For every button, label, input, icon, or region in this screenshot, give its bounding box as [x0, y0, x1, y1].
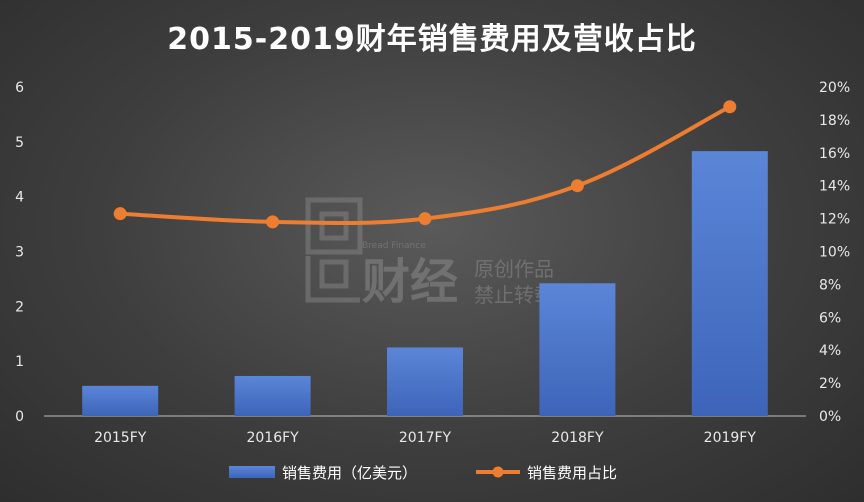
- legend-label-line: 销售费用占比: [527, 464, 617, 482]
- x-tick-label: 2018FY: [551, 430, 604, 446]
- y-right-tick-label: 6%: [819, 310, 841, 326]
- bar-series: [82, 151, 768, 416]
- y-left-tick-label: 6: [15, 80, 24, 96]
- watermark-brand-en: Bread Finance: [362, 241, 426, 251]
- y-right-tick-label: 16%: [819, 146, 850, 162]
- watermark-brand-cn: 财经: [362, 254, 458, 310]
- y-left-tick-label: 4: [15, 190, 24, 206]
- line-point: [723, 100, 737, 114]
- x-tick-label: 2019FY: [704, 430, 757, 446]
- bar: [82, 385, 159, 416]
- legend-label-bar: 销售费用（亿美元）: [282, 464, 417, 482]
- axes: 0 1 2 3 4 5 6 0% 2% 4% 6% 8% 10% 12% 14% 16% 18% 20% 2015F…: [15, 80, 850, 446]
- bar: [387, 347, 463, 416]
- line-point: [570, 179, 584, 193]
- legend: 销售费用（亿美元） 销售费用占比: [229, 464, 617, 482]
- y-right-tick-label: 4%: [819, 343, 841, 359]
- x-tick-label: 2017FY: [399, 430, 452, 446]
- y-right-tick-label: 8%: [819, 277, 841, 293]
- y-left-tick-label: 2: [15, 299, 24, 315]
- y-left-tick-label: 5: [15, 135, 24, 151]
- y-right-tick-label: 12%: [819, 212, 850, 228]
- series-line: [118, 104, 732, 226]
- bar: [539, 283, 616, 416]
- bar: [691, 151, 768, 416]
- legend-swatch-marker: [492, 466, 504, 478]
- y-left-tick-label: 1: [15, 354, 24, 370]
- legend-swatch-bar: [229, 466, 275, 478]
- watermark-line-1: 原创作品: [474, 257, 554, 281]
- line-point: [113, 207, 127, 221]
- y-right-tick-label: 14%: [819, 179, 850, 195]
- y-right-tick-label: 10%: [819, 245, 850, 261]
- watermark-logo-icon: [305, 197, 363, 303]
- y-right-tick-label: 2%: [819, 376, 841, 392]
- line-series: [113, 100, 737, 229]
- watermark: Bread Finance 财经 原创作品 禁止转载: [305, 197, 554, 310]
- chart-title: 2015-2019财年销售费用及营收占比: [167, 22, 697, 57]
- y-left-tick-label: 3: [15, 245, 24, 261]
- y-right-tick-label: 20%: [819, 80, 850, 96]
- bar: [234, 375, 311, 416]
- x-tick-label: 2016FY: [246, 430, 299, 446]
- y-right-tick-label: 0%: [819, 409, 841, 425]
- x-tick-label: 2015FY: [94, 430, 147, 446]
- line-point: [418, 212, 432, 226]
- line-point: [266, 215, 280, 229]
- y-left-tick-label: 0: [15, 409, 24, 425]
- y-right-tick-label: 18%: [819, 113, 850, 129]
